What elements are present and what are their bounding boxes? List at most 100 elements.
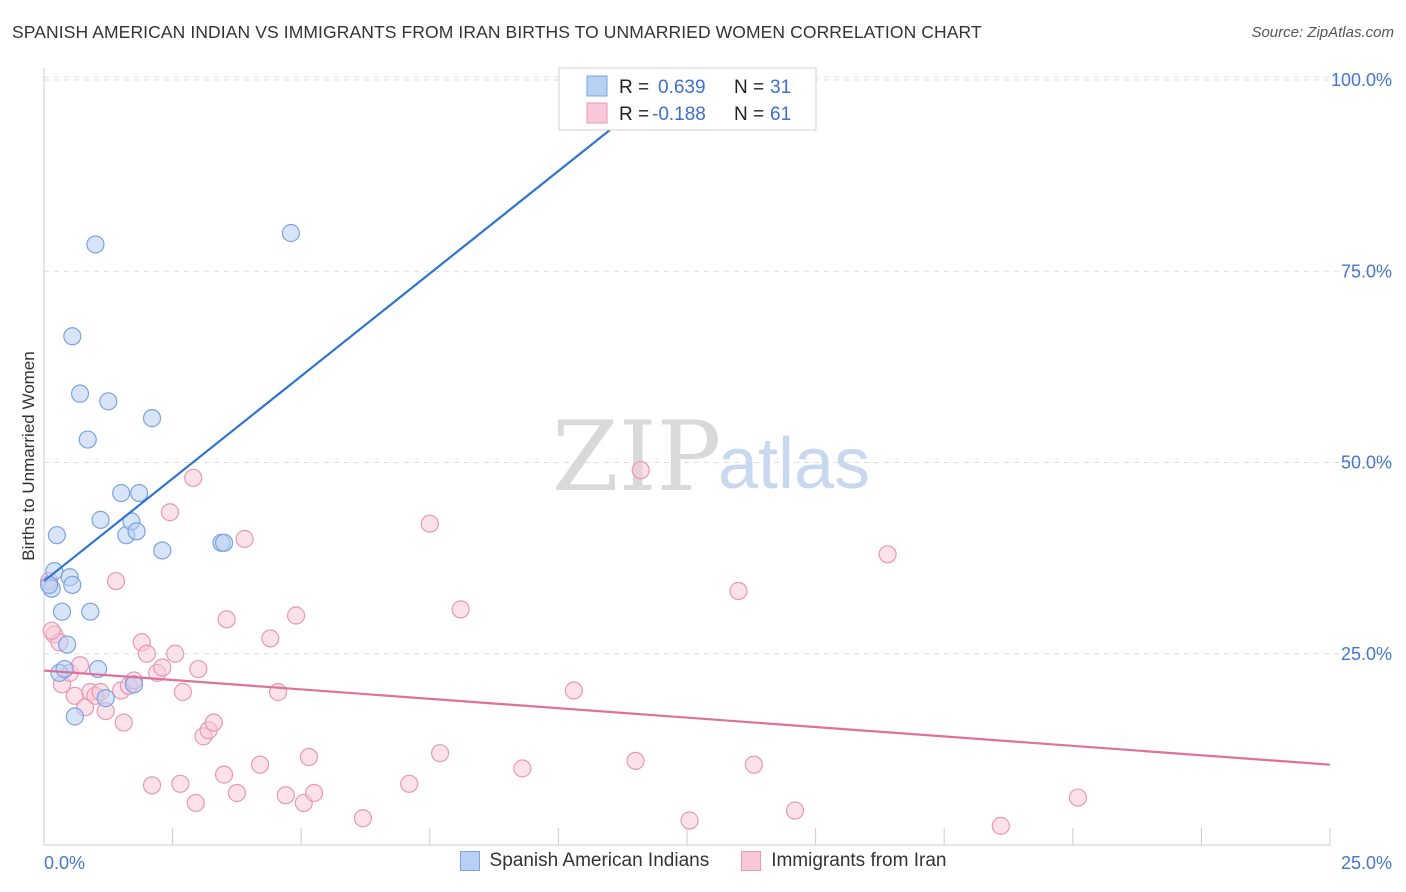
x-tick-label: 25.0% (1341, 853, 1392, 873)
spanish-point (58, 635, 77, 654)
spanish-point (214, 533, 234, 552)
iran-point (513, 759, 532, 778)
spanish-point (40, 575, 59, 595)
trend-lines (43, 67, 1331, 766)
iran-point (250, 755, 270, 774)
watermark: ZIP atlas (552, 401, 870, 513)
iran-point (171, 774, 190, 793)
iran-point (166, 644, 185, 663)
iran-point (261, 629, 280, 648)
legend-r-label-1: R = (619, 77, 649, 98)
iran-point (400, 774, 419, 793)
watermark-atlas: atlas (718, 424, 870, 504)
spanish-point (70, 384, 90, 403)
iran-point (680, 811, 699, 830)
y-tick-label: 50.0% (1341, 453, 1392, 473)
iran-point (153, 658, 172, 677)
iran-point (878, 545, 897, 564)
source-credit: Source: ZipAtlas.com (1251, 24, 1394, 41)
iran-point (286, 606, 306, 625)
spanish-point (55, 659, 74, 679)
iran-point (353, 809, 373, 828)
chart-title: SPANISH AMERICAN INDIAN VS IMMIGRANTS FR… (12, 22, 982, 42)
iran-point (1068, 788, 1088, 807)
iran-point (991, 816, 1010, 835)
iran-point (299, 747, 319, 767)
spanish-point (65, 707, 84, 726)
iran-point (137, 644, 156, 663)
y-axis-label: Births to Unmarried Women (19, 351, 38, 560)
spanish-point (130, 484, 149, 503)
iran-point (173, 682, 192, 702)
spanish-point (124, 675, 144, 694)
spanish-point (153, 541, 172, 560)
spanish-point (52, 602, 72, 621)
spanish-point (281, 223, 301, 243)
iran-point (160, 503, 180, 522)
iran-point (420, 514, 439, 533)
tick-labels: 25.0% 50.0% 75.0% 100.0% 0.0% 25.0% (44, 70, 1392, 873)
spanish-point (78, 430, 97, 449)
spanish-point (86, 235, 105, 254)
iran-point (276, 786, 295, 805)
iran-point (217, 610, 236, 629)
iran-trend-line (43, 669, 1331, 766)
series-spanish-points (40, 223, 301, 726)
legend-r-value-1: 0.639 (658, 77, 706, 98)
axes (43, 68, 1331, 846)
bottom-legend-item-spanish: Spanish American Indians (459, 850, 710, 872)
x-tick-label: 0.0% (44, 853, 85, 873)
iran-point (204, 713, 223, 732)
iran-point (729, 581, 748, 601)
spanish-point (142, 409, 162, 428)
spanish-point (81, 602, 100, 621)
series-iran-points (40, 461, 1088, 835)
legend-r-value-2: -0.188 (652, 104, 706, 125)
bottom-legend-item-iran: Immigrants from Iran (741, 850, 946, 872)
iran-point (564, 681, 583, 700)
iran-point (189, 659, 208, 679)
legend-n-value-1: 31 (770, 77, 791, 98)
spanish-point (99, 392, 118, 411)
gridlines (44, 76, 1392, 655)
iran-point (744, 755, 763, 774)
iran-point (235, 529, 254, 549)
bottom-legend-swatch-blue (459, 851, 480, 871)
spanish-point (112, 484, 131, 503)
y-tick-label: 100.0% (1331, 70, 1392, 90)
iran-point (785, 801, 805, 820)
iran-point (186, 793, 205, 813)
legend-n-value-2: 61 (770, 104, 791, 125)
spanish-point (91, 510, 110, 529)
bottom-legend-label-spanish: Spanish American Indians (489, 850, 710, 871)
legend-swatch-pink (586, 102, 608, 124)
iran-point (214, 765, 234, 784)
y-tick-label: 75.0% (1341, 261, 1392, 281)
bottom-legend-swatch-pink (741, 851, 762, 871)
spanish-point (63, 575, 82, 595)
iran-point (268, 682, 288, 702)
iran-point (184, 468, 203, 487)
spanish-point (96, 689, 115, 708)
iran-point (304, 783, 324, 803)
iran-point (114, 713, 133, 732)
iran-point (42, 621, 61, 640)
spanish-point (127, 522, 146, 541)
legend-r-label-2: R = (619, 104, 649, 125)
iran-point (142, 776, 162, 795)
iran-point (451, 600, 470, 619)
iran-point (227, 783, 246, 803)
watermark-zip: ZIP (552, 401, 721, 513)
legend-swatch-blue (586, 75, 608, 97)
iran-point (631, 461, 650, 480)
iran-point (626, 751, 645, 770)
iran-point (430, 744, 450, 763)
iran-point (106, 571, 126, 591)
y-tick-label: 25.0% (1341, 644, 1392, 664)
legend-n-label-1: N = (734, 77, 764, 98)
legend-box: R = 0.639 N = 31 R = -0.188 N = 61 (558, 67, 817, 131)
bottom-legend-label-iran: Immigrants from Iran (771, 850, 947, 871)
iran-point (70, 656, 90, 675)
spanish-point (47, 526, 66, 545)
